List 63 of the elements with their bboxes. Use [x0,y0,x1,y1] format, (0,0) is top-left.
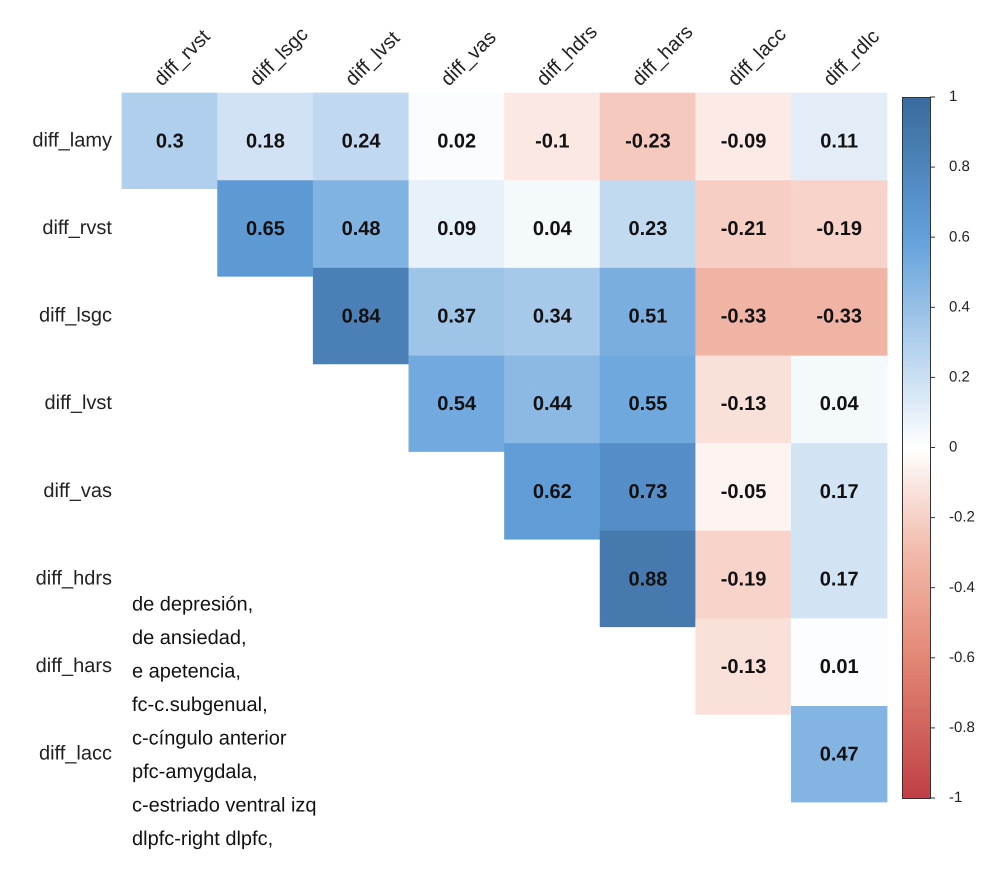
annotation: pfc-amygdala, [132,761,258,784]
color-bar-label: 0.2 [949,368,970,386]
y-tick-label: diff_lamy [32,129,112,152]
text: dlpfc-right dlpfc, [132,828,274,850]
data-label: 0.17 [820,568,859,590]
annotation: c-cíngulo anterior [132,728,287,750]
data-label: 0.88 [628,568,668,590]
annotation: de depresión, [132,594,254,616]
color-bar-label: -0.6 [949,648,975,666]
color-bar-label: 0 [949,438,958,456]
data-label: 0.55 [628,393,668,416]
data-label: 0.09 [437,218,476,240]
data-label: -0.19 [816,218,862,240]
data-label: 0.17 [820,480,859,503]
data-label: -0.13 [720,393,766,416]
color-bar-label: 1 [949,88,958,106]
y-tick-label: diff_vas [43,480,112,502]
data-label: 0.62 [532,480,572,503]
data-label: -0.33 [720,306,766,328]
data-label: -0.19 [720,568,766,590]
data-label: 0.18 [246,130,285,152]
annotation: fc-c.subgenual, [132,694,268,716]
data-label: 0.02 [437,130,476,152]
color-bar-label: -0.2 [949,508,975,526]
data-label: 0.73 [628,480,668,503]
y-tick-label: diff_rvst [42,216,112,239]
data-label: 0.48 [342,218,381,240]
data-label: 0.51 [628,306,668,328]
data-label: -0.33 [816,306,862,328]
data-label: 0.37 [437,306,476,328]
y-tick-label: diff_hars [36,655,112,678]
color-bar-label: -1 [949,789,962,806]
data-label: -0.09 [720,130,766,152]
color-bar-label: 0.8 [949,158,970,176]
data-label: 0.24 [342,130,382,152]
data-label: 0.65 [246,218,285,240]
y-tick-label: diff_hdrs [36,567,112,590]
y-tick-label: diff_lacc [38,742,112,765]
color-bar-label: 0.4 [949,298,970,316]
data-label: 0.01 [820,656,859,678]
data-label: 0.47 [820,744,859,766]
y-tick-label: diff_lvst [44,392,112,414]
annotation: de ansiedad, [132,627,247,650]
data-label: 0.04 [532,218,573,240]
data-label: 0.84 [342,306,382,328]
annotation: e apetencia, [132,660,241,683]
data-label: 0.34 [532,306,573,328]
data-label: -0.21 [720,218,766,240]
color-bar-label: -0.8 [949,719,975,736]
color-bar-label: -0.4 [949,578,975,596]
data-label: 0.11 [820,130,858,152]
data-label: 0.44 [532,393,573,416]
data-label: 0.23 [628,218,668,240]
data-label: -0.05 [720,480,766,503]
data-label: -0.1 [535,130,570,152]
annotation: c-estriado ventral izq [132,794,317,817]
data-label: 0.3 [156,130,184,152]
data-label: -0.23 [625,130,671,152]
data-label: 0.54 [437,393,478,416]
data-label: -0.13 [720,656,766,678]
y-tick-label: diff_lsgc [38,304,112,327]
data-label: 0.04 [820,393,860,416]
color-bar-label: 0.6 [949,228,970,246]
